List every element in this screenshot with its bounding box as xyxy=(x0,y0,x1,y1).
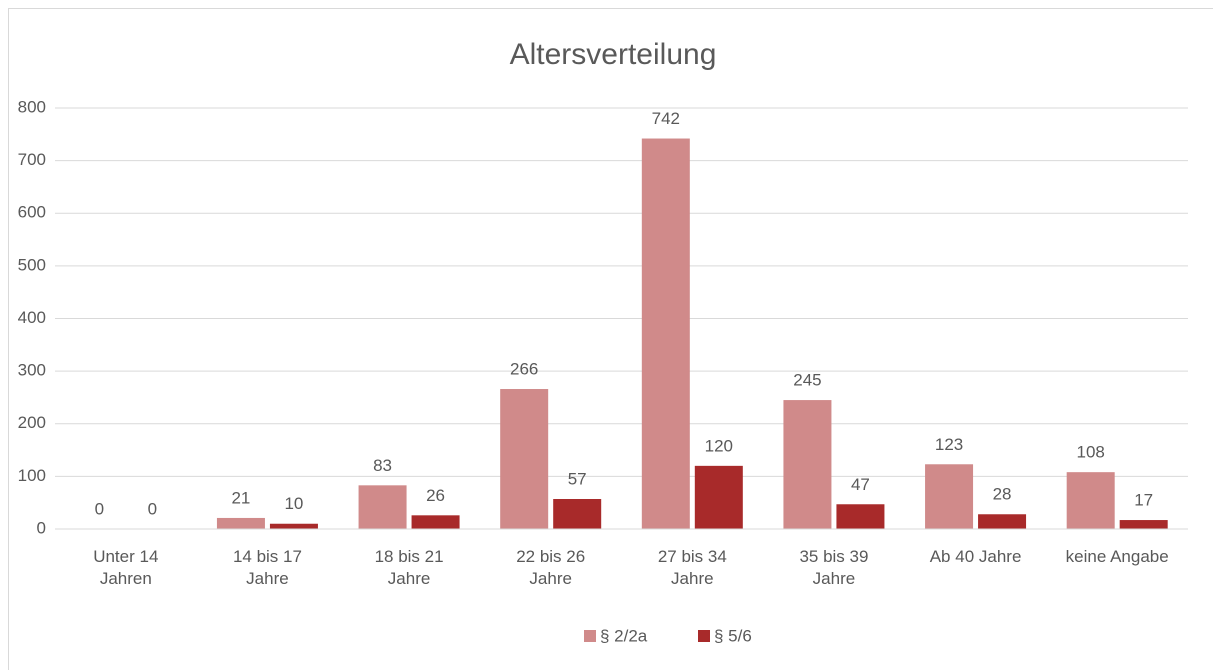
legend-swatch xyxy=(584,630,596,642)
bar xyxy=(1119,520,1168,529)
data-label: 17 xyxy=(1134,491,1153,510)
y-tick-label: 500 xyxy=(18,255,46,274)
data-label: 10 xyxy=(284,494,303,513)
y-tick-label: 400 xyxy=(18,308,46,327)
data-label: 47 xyxy=(851,475,870,494)
bar xyxy=(216,517,265,529)
x-tick-label: 14 bis 17 Jahre xyxy=(232,547,302,588)
data-label: 245 xyxy=(793,371,821,390)
data-label: 28 xyxy=(993,485,1012,504)
legend-label: § 5/6 xyxy=(714,626,752,645)
bar xyxy=(783,400,832,529)
y-tick-label: 0 xyxy=(37,518,46,537)
x-tick-label: 35 bis 39 Jahre xyxy=(799,547,869,588)
bar xyxy=(641,138,690,529)
x-tick-label: Ab 40 Jahre xyxy=(929,547,1022,566)
data-label: 83 xyxy=(373,456,392,475)
x-tick-label: 18 bis 21 Jahre xyxy=(374,547,444,588)
data-label: 21 xyxy=(231,488,250,507)
x-tick-label: Unter 14 Jahren xyxy=(93,547,159,588)
data-label: 108 xyxy=(1077,443,1105,462)
y-tick-label: 300 xyxy=(18,361,46,380)
bar xyxy=(553,499,602,529)
data-label: 742 xyxy=(652,109,680,128)
chart-title: Altersverteilung xyxy=(510,38,717,71)
y-tick-label: 700 xyxy=(18,150,46,169)
chart-border xyxy=(8,8,1213,670)
y-tick-label: 800 xyxy=(18,97,46,116)
data-label: 0 xyxy=(148,499,157,518)
y-tick-label: 200 xyxy=(18,413,46,432)
data-label: 123 xyxy=(935,435,963,454)
data-label: 26 xyxy=(426,486,445,505)
legend-swatch xyxy=(698,630,710,642)
y-tick-label: 100 xyxy=(18,466,46,485)
bar xyxy=(500,389,549,529)
bar xyxy=(358,485,407,529)
x-tick-label: 22 bis 26 Jahre xyxy=(516,547,586,588)
bar xyxy=(694,465,743,529)
bar xyxy=(836,504,885,529)
bar xyxy=(925,464,974,529)
data-label: 120 xyxy=(705,436,733,455)
bar xyxy=(1066,472,1115,529)
bar xyxy=(978,514,1027,529)
x-tick-label: keine Angabe xyxy=(1065,547,1169,566)
data-label: 266 xyxy=(510,360,538,379)
y-tick-label: 600 xyxy=(18,203,46,222)
bar xyxy=(411,515,460,529)
data-label: 0 xyxy=(95,499,104,518)
data-label: 57 xyxy=(568,469,587,488)
x-tick-label: 27 bis 34 Jahre xyxy=(657,547,727,588)
bar xyxy=(269,523,318,529)
legend-label: § 2/2a xyxy=(600,626,648,645)
